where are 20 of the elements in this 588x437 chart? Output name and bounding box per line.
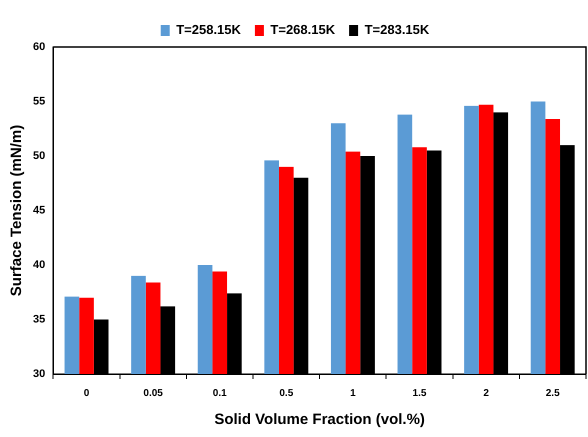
x-tick-label: 0.5 — [279, 388, 294, 399]
y-tick-label: 55 — [32, 96, 46, 108]
legend-label: T=258.15K — [176, 22, 242, 38]
y-axis-title: Surface Tension (mN/m) — [8, 124, 26, 296]
legend-label: T=283.15K — [364, 22, 430, 38]
x-tick-label: 2.5 — [546, 388, 560, 399]
legend-label: T=268.15K — [270, 22, 336, 38]
x-tick-label: 0.05 — [143, 388, 164, 399]
y-tick-label: 30 — [32, 368, 46, 380]
y-tick-label: 60 — [32, 41, 46, 54]
x-tick-label: 0 — [84, 388, 90, 399]
x-tick-label: 1 — [350, 388, 356, 399]
x-axis-title: Solid Volume Fraction (vol.%) — [214, 411, 425, 428]
y-tick-label: 35 — [32, 314, 46, 326]
y-tick-label: 50 — [32, 150, 46, 162]
x-tick-label: 0.1 — [212, 388, 228, 399]
y-tick-label: 45 — [32, 204, 46, 217]
y-tick-label: 40 — [32, 259, 46, 272]
x-tick-label: 2 — [483, 388, 490, 399]
x-tick-label: 1.5 — [412, 388, 427, 399]
